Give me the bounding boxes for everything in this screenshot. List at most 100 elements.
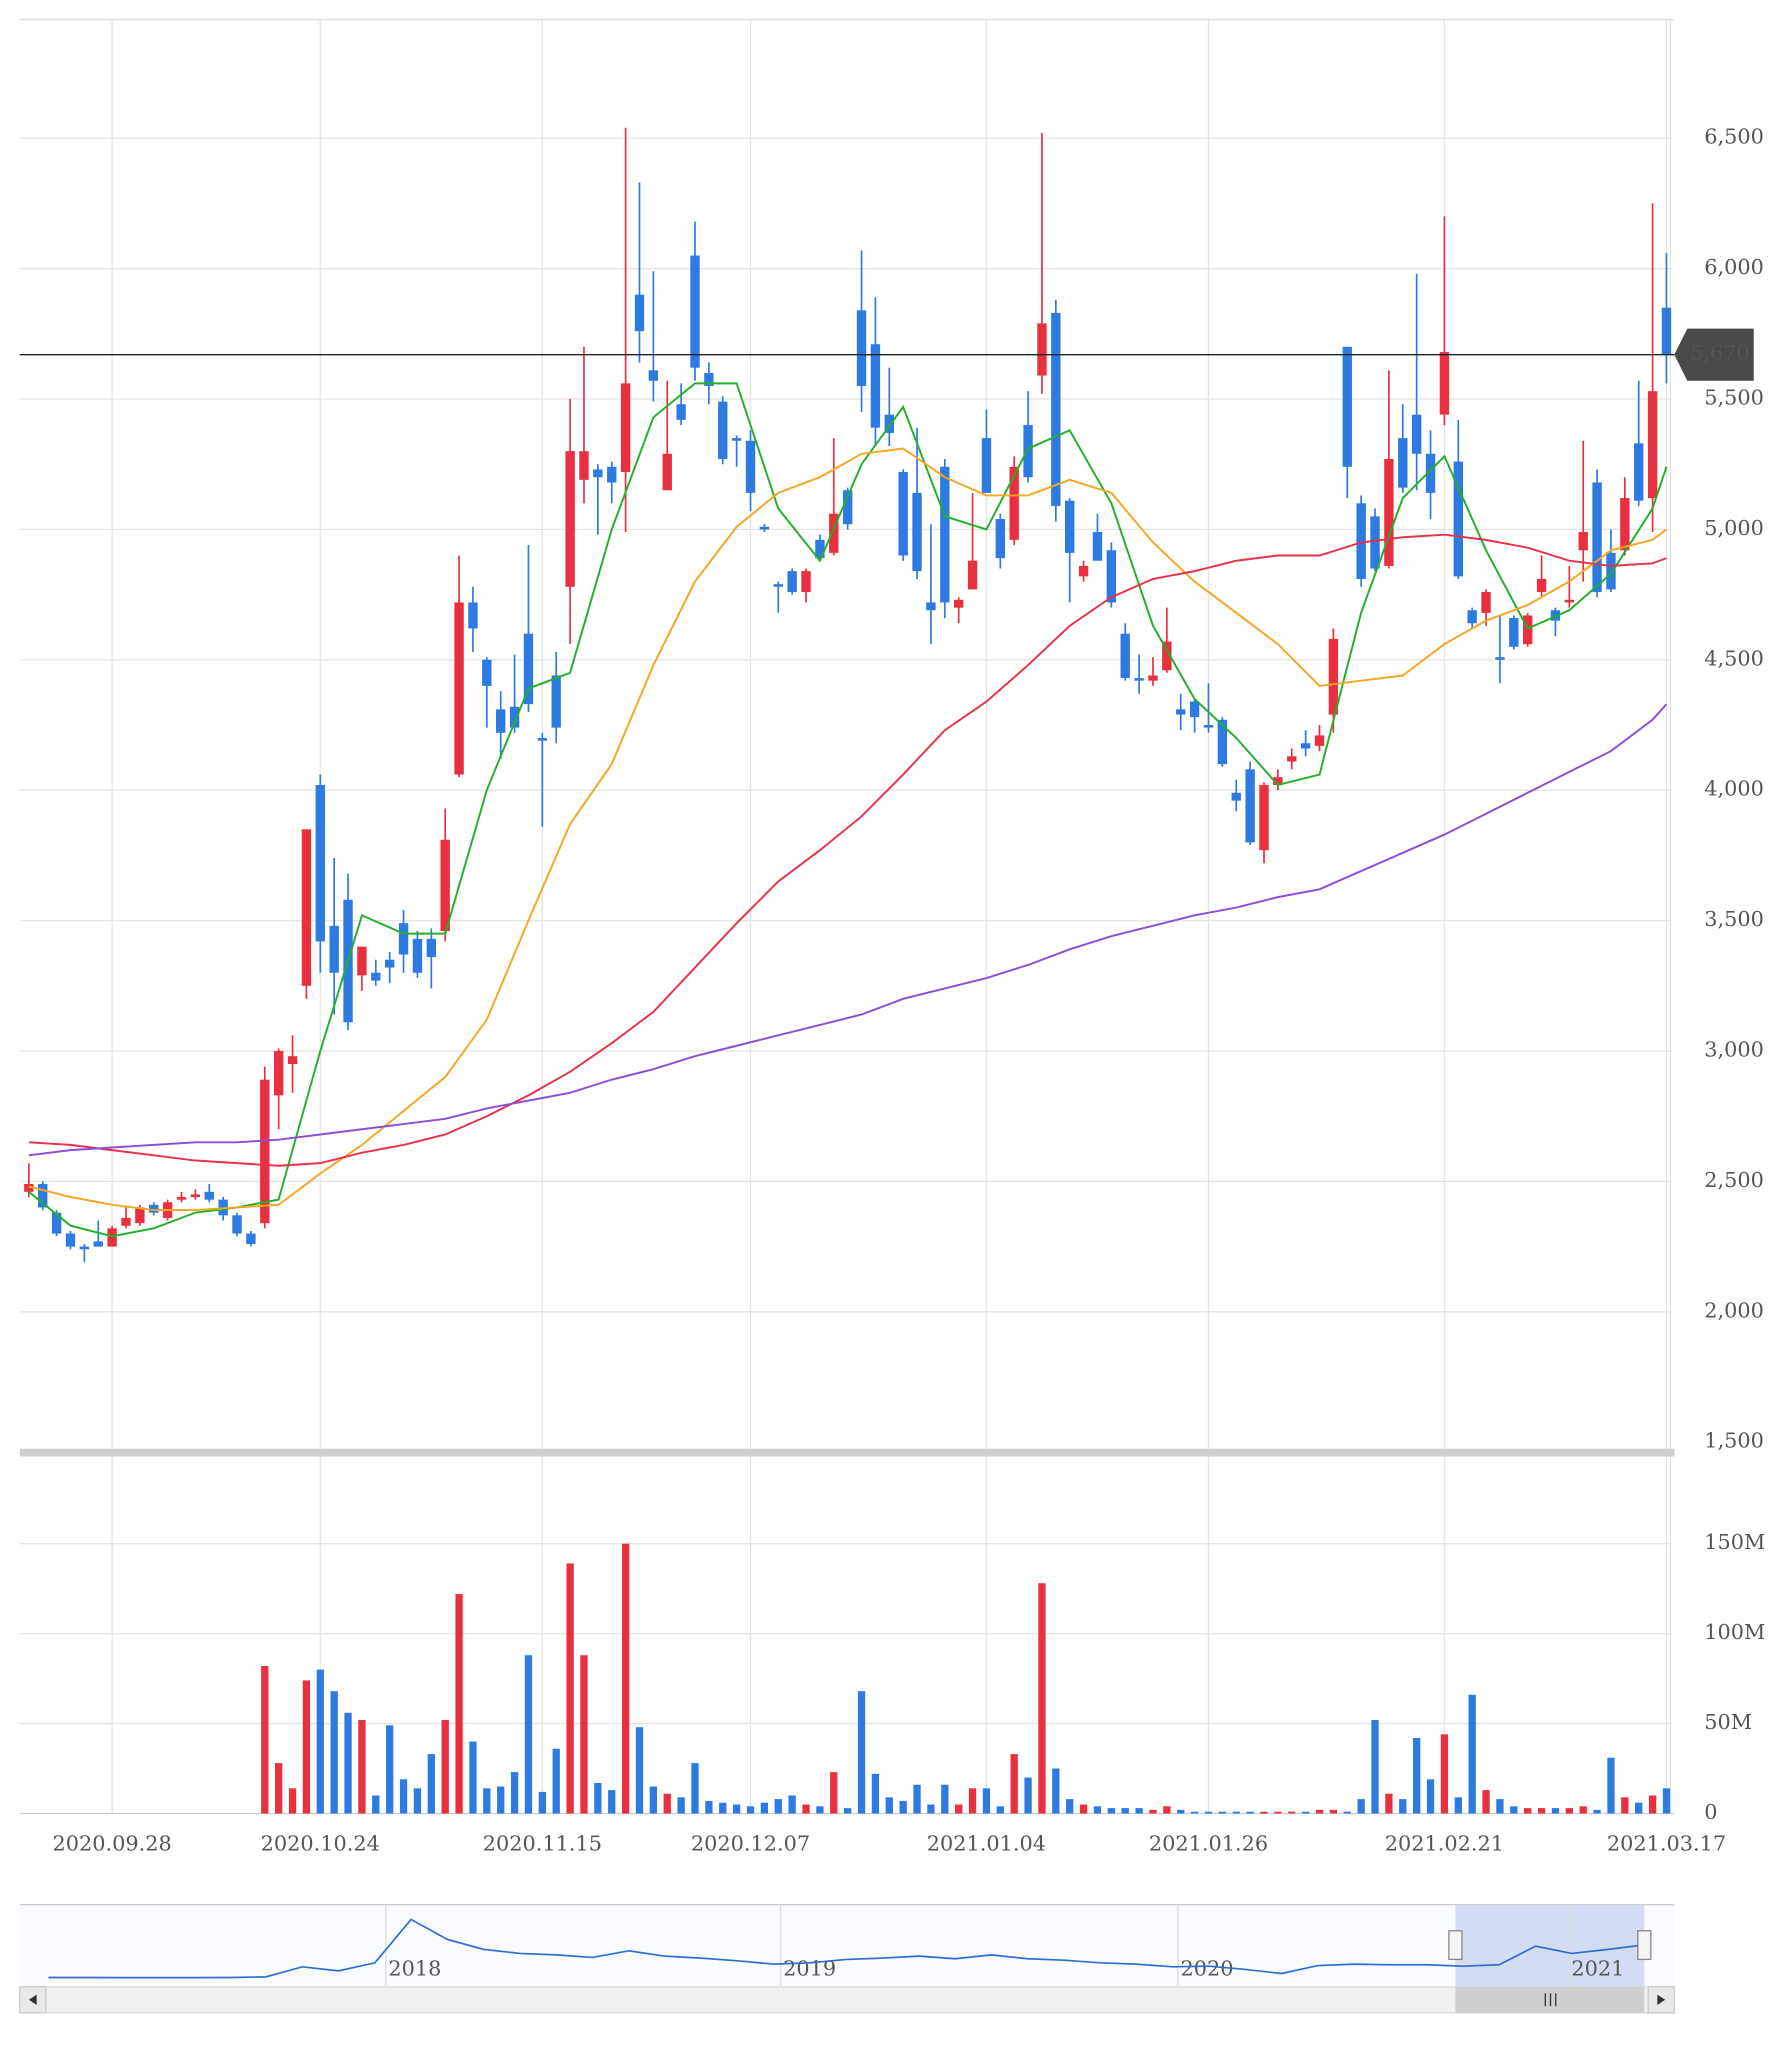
volume-bar	[1232, 1811, 1240, 1814]
candle-body	[38, 1184, 48, 1208]
volume-bar	[302, 1680, 311, 1814]
candle-body	[1342, 346, 1352, 467]
y-tick-label: 6,000	[1704, 255, 1764, 279]
x-tick-label: 2021.01.04	[927, 1831, 1046, 1855]
y-tick-label: 1,500	[1704, 1429, 1764, 1453]
candle-body	[1411, 414, 1422, 454]
volume-bar	[649, 1786, 658, 1814]
volume-bar	[663, 1793, 671, 1814]
candle-body	[190, 1194, 201, 1198]
volume-bar	[802, 1804, 810, 1814]
candle-body	[1606, 552, 1616, 590]
navigator-label: 2018	[388, 1956, 441, 1980]
candle-body	[204, 1191, 214, 1200]
volume-bar	[1496, 1799, 1504, 1814]
candle-body	[260, 1079, 270, 1224]
volume-bar	[941, 1784, 949, 1814]
candle-body	[1592, 482, 1602, 592]
candle-body	[1439, 352, 1450, 415]
candle-body	[1564, 599, 1575, 603]
volume-bar	[1190, 1811, 1199, 1814]
navigator-label: 2019	[783, 1956, 836, 1980]
candle-body	[1217, 719, 1228, 765]
current-price-label: 5,670	[1690, 341, 1750, 365]
volume-bar	[1607, 1757, 1615, 1814]
navigator-handle-left[interactable]	[1448, 1930, 1463, 1961]
volume-bar	[580, 1655, 588, 1814]
y-tick-label: 4,500	[1704, 646, 1764, 670]
volume-bar	[413, 1788, 422, 1814]
volume-bar	[1315, 1809, 1324, 1814]
moving-average-line	[28, 447, 1668, 1212]
volume-bar	[1482, 1790, 1490, 1814]
volume-bar	[1399, 1799, 1407, 1814]
volume-bar	[760, 1802, 769, 1814]
x-tick-label: 2021.01.26	[1149, 1831, 1268, 1855]
volume-bar	[316, 1669, 324, 1814]
volume-bar	[330, 1691, 338, 1814]
volume-bar	[1038, 1583, 1046, 1814]
moving-average-line	[28, 703, 1668, 1157]
volume-bar	[261, 1665, 269, 1814]
candle-body	[634, 294, 645, 332]
candle-body	[676, 404, 686, 420]
candle-body	[662, 453, 672, 491]
volume-bar	[469, 1741, 477, 1814]
candle-body	[829, 513, 839, 553]
volume-bar	[1093, 1806, 1102, 1814]
volume-bar	[1593, 1809, 1601, 1814]
x-tick-label: 2020.11.15	[483, 1831, 602, 1855]
candle-body	[1661, 307, 1672, 355]
volume-tick-label: 0	[1704, 1800, 1717, 1824]
candle-body	[93, 1241, 103, 1247]
navigator-selection[interactable]	[1455, 1904, 1645, 1987]
navigator-handle-right[interactable]	[1637, 1930, 1652, 1961]
volume-bar	[774, 1799, 782, 1814]
candle-body	[1051, 312, 1061, 506]
volume-bar	[1149, 1809, 1157, 1814]
current-price-badge	[1674, 328, 1754, 381]
volume-bar	[538, 1791, 546, 1814]
candle-body	[718, 401, 728, 459]
volume-bar	[1551, 1808, 1560, 1814]
volume-bar	[719, 1802, 727, 1814]
volume-bar	[1177, 1809, 1185, 1814]
volume-bar	[621, 1543, 630, 1814]
y-tick-label: 3,000	[1704, 1038, 1764, 1062]
candle-body	[842, 490, 853, 525]
candle-body	[523, 633, 534, 705]
candle-body	[912, 492, 922, 572]
candle-body	[731, 438, 742, 441]
candle-body	[773, 584, 783, 587]
candle-body	[1245, 769, 1255, 843]
volume-bar	[552, 1748, 560, 1814]
candle-body	[1092, 532, 1103, 561]
volume-bar	[275, 1763, 283, 1814]
candle-body	[1300, 743, 1311, 749]
volume-bar	[1468, 1694, 1476, 1814]
candle-body	[856, 310, 867, 386]
volume-tick-label: 150M	[1704, 1530, 1765, 1554]
candle-body	[1578, 532, 1588, 551]
candle-body	[135, 1207, 145, 1224]
candle-body	[1634, 443, 1644, 501]
volume-bar	[1329, 1809, 1338, 1814]
candle-body	[1037, 323, 1047, 376]
volume-bar	[288, 1788, 297, 1814]
candle-body	[51, 1212, 62, 1234]
candle-body	[745, 440, 756, 493]
candle-body	[1023, 425, 1033, 478]
volume-bar	[857, 1691, 866, 1814]
volume-bar	[1274, 1811, 1282, 1814]
scroll-right-arrow	[1657, 1994, 1666, 2006]
volume-bar	[746, 1806, 755, 1814]
candle-body	[759, 526, 770, 530]
candle-body	[1287, 756, 1297, 762]
candle-body	[1384, 458, 1394, 566]
volume-bar	[483, 1788, 491, 1814]
volume-bar	[1635, 1802, 1643, 1814]
candle-body	[1148, 675, 1158, 681]
scrollbar-track[interactable]	[19, 1986, 1675, 2014]
volume-bar	[1024, 1777, 1032, 1814]
navigator[interactable]: 2018 2019 2020 2021	[19, 1904, 1675, 2014]
